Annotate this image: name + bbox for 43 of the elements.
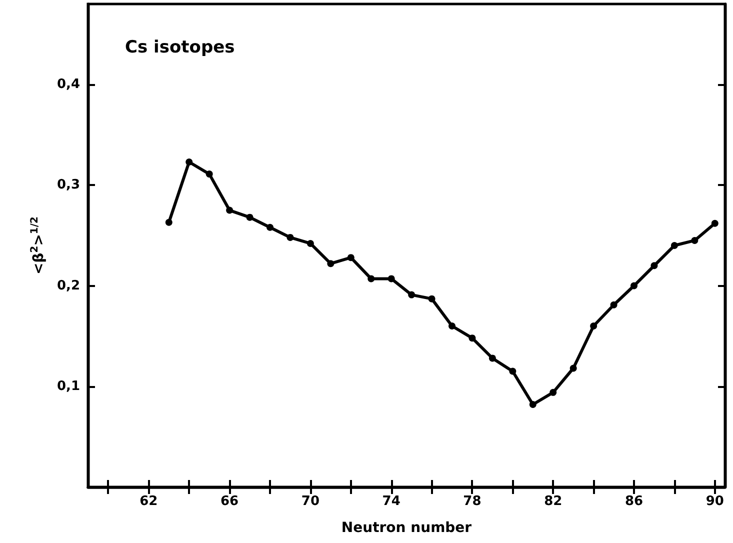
- x-tick-label: 70: [301, 494, 320, 509]
- point: [711, 220, 718, 227]
- point: [327, 260, 334, 268]
- point: [226, 206, 234, 214]
- point: [691, 236, 698, 244]
- text: Cs isotopes: [125, 38, 235, 58]
- y-axis-title: <β2>1/2: [30, 216, 47, 275]
- x-tick-label: 90: [706, 494, 724, 509]
- point: [388, 275, 395, 282]
- point: [448, 322, 456, 330]
- x-tick-label: 66: [220, 494, 239, 509]
- y-tick-label: 0,2: [56, 278, 80, 294]
- point: [670, 242, 678, 249]
- point: [368, 275, 375, 282]
- point: [529, 400, 536, 408]
- point: [306, 240, 314, 247]
- point: [206, 170, 213, 178]
- point: [347, 254, 354, 262]
- point: [408, 291, 416, 298]
- point: [570, 364, 577, 372]
- point: [286, 234, 294, 241]
- x-tick-label: 82: [544, 494, 562, 509]
- point: [488, 354, 496, 362]
- point: [590, 322, 598, 330]
- point: [468, 334, 476, 342]
- point: [650, 262, 658, 270]
- y-tick-label: 0,1: [56, 378, 80, 394]
- point: [610, 301, 618, 308]
- point: [428, 295, 436, 302]
- x-axis-title: Neutron number: [341, 520, 472, 536]
- point: [246, 214, 254, 221]
- point: [550, 388, 557, 396]
- point: [509, 368, 516, 375]
- y-tick-label: 0,3: [56, 178, 80, 193]
- x-tick-label: 86: [624, 494, 644, 509]
- point: [630, 282, 638, 290]
- x-tick-label: 78: [463, 494, 482, 509]
- point: [186, 158, 193, 166]
- x-tick-label: 62: [140, 494, 158, 509]
- x-tick-label: 74: [382, 494, 400, 509]
- y-tick-label: 0,4: [56, 77, 80, 92]
- point: [266, 224, 274, 231]
- point: [165, 218, 172, 226]
